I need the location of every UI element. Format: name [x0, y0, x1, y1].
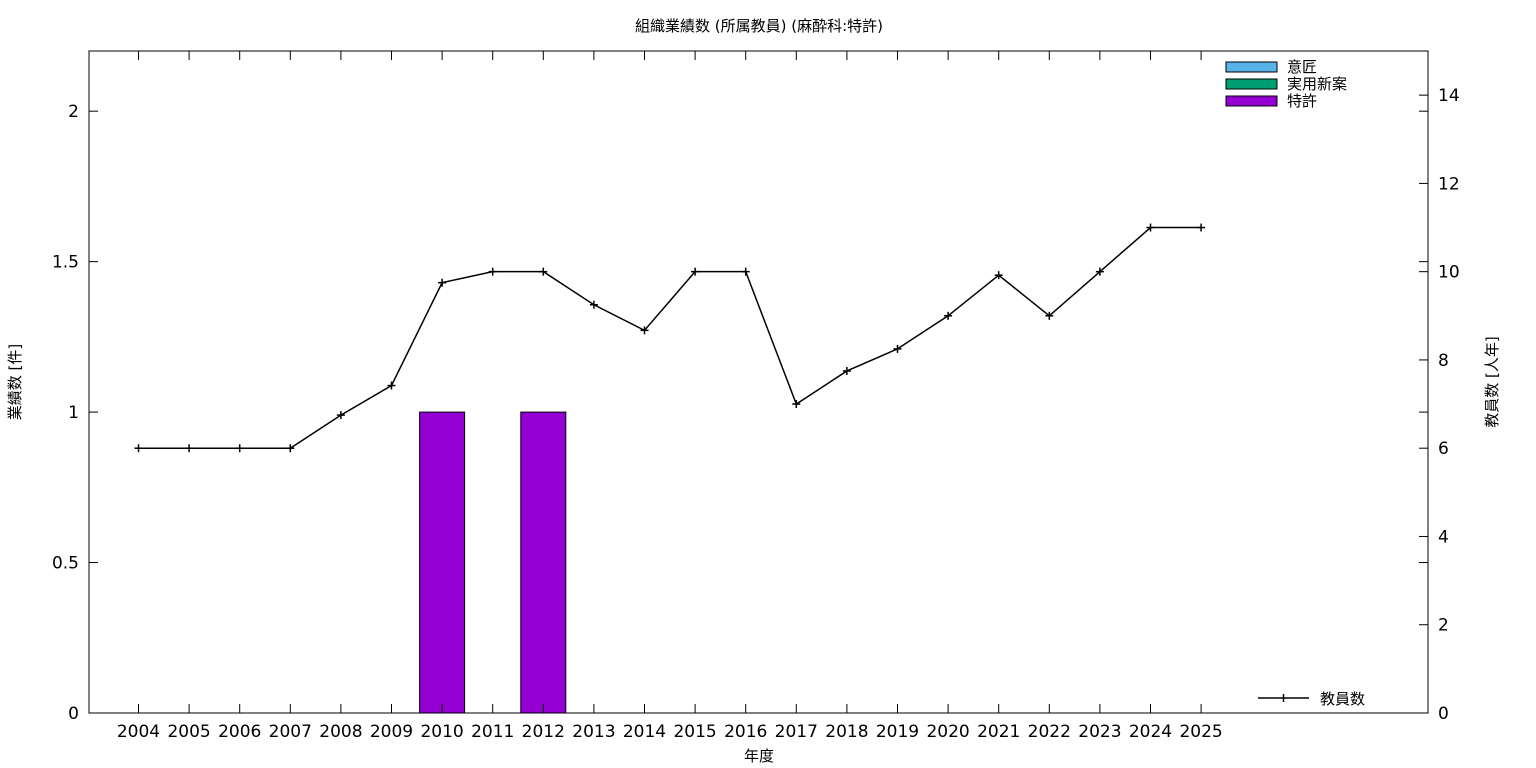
x-tick-label: 2021 — [977, 722, 1020, 742]
line-point-2025 — [1197, 223, 1206, 232]
x-tick-label: 2015 — [673, 722, 716, 742]
y2-tick-label: 10 — [1438, 263, 1460, 283]
y2-tick-label: 4 — [1438, 527, 1449, 547]
line-point-2012 — [539, 267, 548, 276]
y-axis-ticks: 0 0.5 1 1.5 2 — [52, 102, 1428, 724]
y2-tick-label: 2 — [1438, 616, 1449, 636]
line-point-2013 — [589, 300, 598, 309]
legend-label-特許: 特許 — [1287, 92, 1317, 110]
y2-tick-label: 12 — [1438, 174, 1460, 194]
y2-tick-label: 6 — [1438, 439, 1449, 459]
line-教員数 — [138, 226, 1202, 449]
y2-tick-label: 0 — [1438, 704, 1449, 724]
line-point-2020 — [944, 311, 953, 320]
x-tick-label: 2011 — [471, 722, 514, 742]
x-tick-label: 2022 — [1028, 722, 1071, 742]
y2-axis-label: 教員数 [人年] — [1483, 336, 1501, 427]
line-point-2006 — [235, 444, 244, 453]
line-point-2014 — [640, 326, 649, 335]
y2-axis-ticks: 0 2 4 6 8 10 12 14 — [1419, 86, 1460, 724]
x-tick-label: 2006 — [218, 722, 261, 742]
x-tick-label: 2024 — [1129, 722, 1172, 742]
x-tick-label: 2025 — [1179, 722, 1222, 742]
x-tick-label: 2008 — [319, 722, 362, 742]
x-tick-label: 2005 — [167, 722, 210, 742]
legend-swatch-意匠 — [1225, 61, 1278, 73]
legend-label-実用新案: 実用新案 — [1287, 75, 1347, 93]
line-point-2004 — [134, 444, 143, 453]
line-point-2018 — [842, 366, 851, 375]
x-tick-label: 2014 — [623, 722, 666, 742]
bar-2012 — [520, 411, 567, 714]
line-point-2016 — [741, 267, 750, 276]
line-point-2008 — [336, 411, 345, 420]
y-axis-label: 業績数 [件] — [6, 344, 24, 420]
line-point-2017 — [792, 400, 801, 409]
legend-line: 教員数 — [1258, 690, 1365, 708]
plot-area — [88, 50, 1429, 714]
y-tick-label: 0.5 — [52, 554, 79, 574]
x-tick-label: 2017 — [775, 722, 818, 742]
y2-tick-label: 8 — [1438, 351, 1449, 371]
line-point-2009 — [387, 381, 396, 390]
x-axis-ticks: 2004 2005 2006 2007 2008 2009 2010 2011 2012 2013… — [117, 51, 1223, 742]
line-point-2022 — [1045, 311, 1054, 320]
x-tick-label: 2019 — [876, 722, 919, 742]
x-tick-label: 2018 — [825, 722, 868, 742]
x-axis-label: 年度 — [744, 747, 774, 765]
y-tick-label: 2 — [68, 102, 79, 122]
x-tick-label: 2023 — [1078, 722, 1121, 742]
x-tick-label: 2013 — [572, 722, 615, 742]
line-point-2015 — [691, 267, 700, 276]
legend-swatch-実用新案 — [1225, 78, 1278, 90]
x-tick-label: 2012 — [522, 722, 565, 742]
line-point-2005 — [185, 444, 194, 453]
line-point-2023 — [1095, 267, 1104, 276]
y-tick-label: 1.5 — [52, 253, 79, 273]
x-tick-label: 2004 — [117, 722, 160, 742]
legend-swatch-特許 — [1225, 95, 1278, 107]
x-tick-label: 2016 — [724, 722, 767, 742]
x-tick-label: 2007 — [269, 722, 312, 742]
line-point-2019 — [893, 344, 902, 353]
y-tick-label: 0 — [68, 704, 79, 724]
bar-2010 — [419, 411, 466, 714]
x-tick-label: 2010 — [420, 722, 463, 742]
bars-group — [419, 411, 567, 714]
line-point-2010 — [438, 278, 447, 287]
x-tick-label: 2009 — [370, 722, 413, 742]
y-tick-label: 1 — [68, 403, 79, 423]
line-point-2011 — [488, 267, 497, 276]
line-point-2024 — [1146, 223, 1155, 232]
legend-label-意匠: 意匠 — [1287, 58, 1317, 76]
line-point-2021 — [994, 271, 1003, 280]
line-group — [134, 223, 1206, 453]
chart-title: 組織業績数 (所属教員) (麻酔科:特許) — [635, 17, 883, 35]
line-point-2007 — [286, 444, 295, 453]
legend-label-教員数: 教員数 — [1320, 690, 1365, 708]
x-tick-label: 2020 — [926, 722, 969, 742]
y2-tick-label: 14 — [1438, 86, 1460, 106]
